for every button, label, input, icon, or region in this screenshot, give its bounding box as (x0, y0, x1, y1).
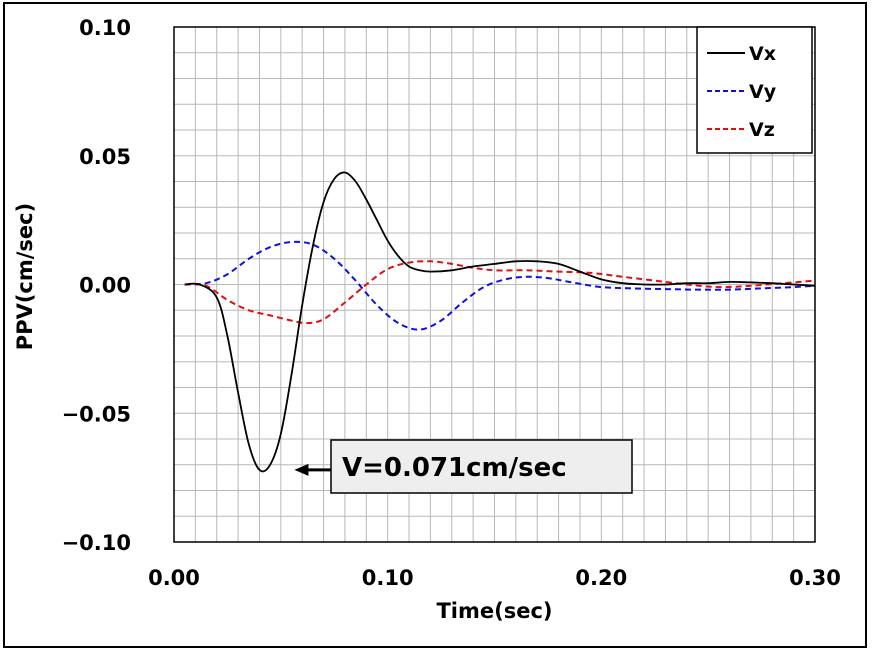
y-tick-label: −0.10 (62, 531, 131, 555)
x-tick-label: 0.20 (575, 566, 627, 590)
legend: Vx Vy Vz (696, 26, 813, 154)
annotation-arrow-head (294, 463, 309, 476)
x-tick-label: 0.30 (789, 566, 841, 590)
legend-item-vz: Vz (707, 119, 775, 141)
legend-item-vy: Vy (707, 81, 777, 103)
plot-area-border (173, 26, 816, 543)
x-tick-label: 0.00 (148, 566, 200, 590)
annotation-text: V=0.071cm/sec (342, 453, 567, 483)
annotation: V=0.071cm/sec (294, 439, 633, 494)
legend-label: Vy (749, 81, 777, 103)
annotation-box (330, 439, 633, 494)
series-line-vz (184, 260, 816, 325)
series-line-vx (184, 171, 816, 473)
y-tick-label: −0.05 (62, 402, 131, 426)
x-tick-label: 0.10 (362, 566, 414, 590)
legend-label: Vz (749, 119, 775, 141)
legend-item-vx: Vx (707, 43, 776, 65)
series-line-vy (184, 240, 816, 331)
y-axis-title: PPV(cm/sec) (13, 203, 37, 350)
legend-label: Vx (749, 43, 776, 65)
x-axis-title: Time(sec) (436, 599, 552, 623)
y-tick-labels: 0.10 0.05 0.00 −0.05 −0.10 (62, 16, 131, 555)
y-tick-label: 0.05 (79, 145, 131, 169)
series-layer (184, 171, 816, 473)
y-tick-label: 0.10 (79, 16, 131, 40)
y-tick-label: 0.00 (79, 274, 131, 298)
x-tick-labels: 0.00 0.10 0.20 0.30 (148, 566, 841, 590)
